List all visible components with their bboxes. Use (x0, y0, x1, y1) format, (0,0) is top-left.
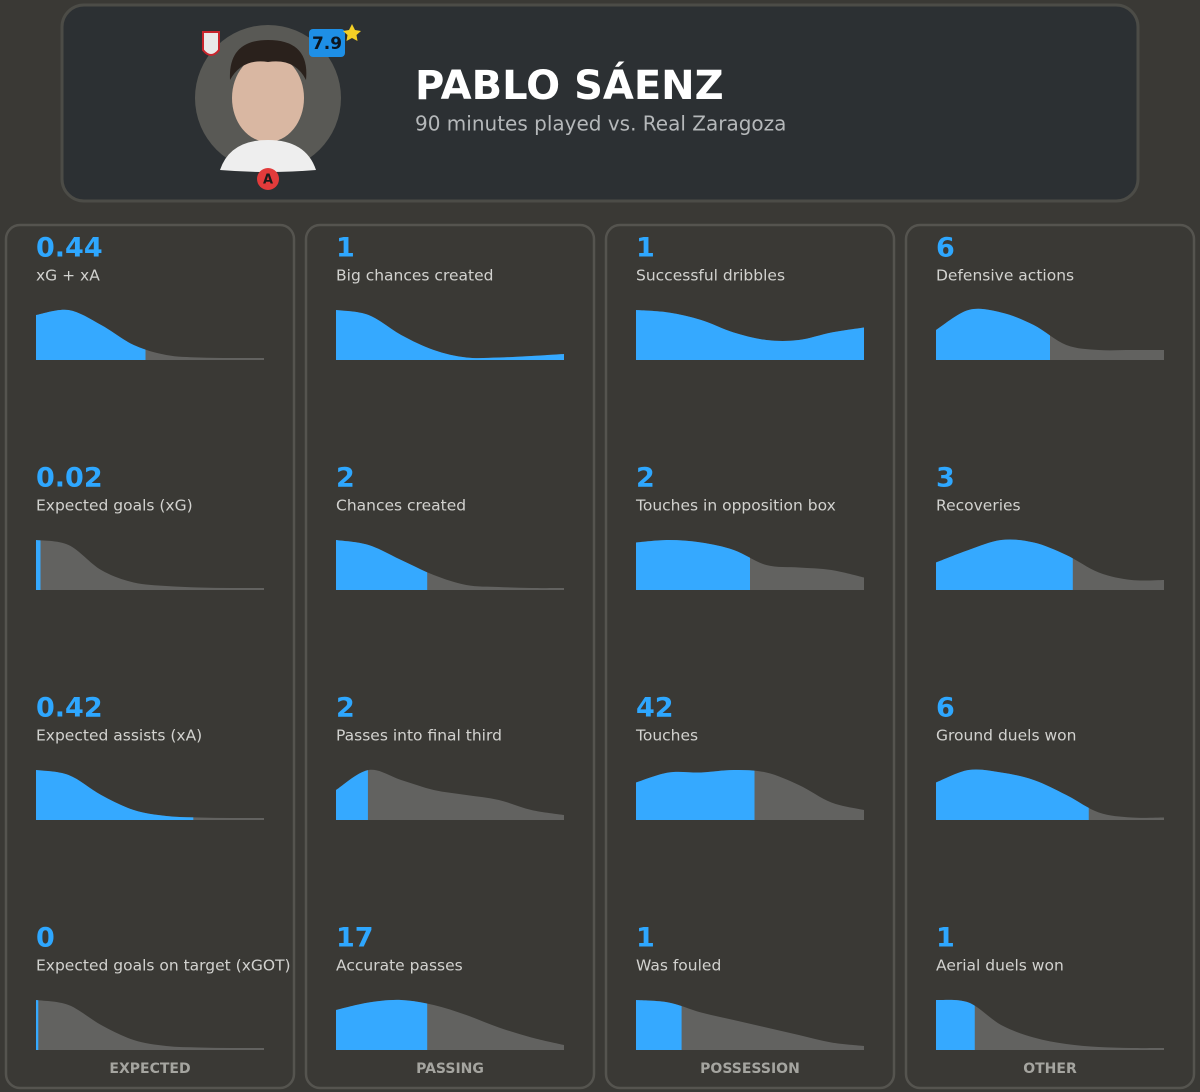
stat-value: 0.02 (36, 463, 103, 494)
column-title: OTHER (1023, 1061, 1077, 1077)
stat-value: 6 (936, 693, 955, 724)
column-card (4, 223, 296, 1090)
distribution-curve (36, 540, 264, 590)
stat-value: 6 (936, 233, 955, 264)
stat-label: Expected assists (xA) (36, 727, 202, 745)
percentile-fill (636, 310, 864, 360)
stat-label: Was fouled (636, 957, 721, 975)
percentile-fill (336, 770, 368, 820)
percentile-fill (936, 539, 1073, 590)
stat-label: Ground duels won (936, 727, 1076, 745)
stat-value: 1 (336, 233, 355, 264)
stat-value: 1 (636, 233, 655, 264)
player-name: PABLO SÁENZ (415, 61, 724, 109)
stat-value: 0 (36, 923, 55, 954)
column-card (904, 223, 1196, 1090)
stat-label: Defensive actions (936, 267, 1074, 285)
club-crest (202, 31, 220, 56)
percentile-fill (36, 1000, 39, 1050)
percentile-fill (636, 540, 750, 590)
percentile-fill (936, 769, 1089, 820)
stat-label: Touches (635, 727, 698, 745)
percentile-fill (936, 308, 1050, 360)
stat-value: 3 (936, 463, 955, 494)
percentile-fill (336, 310, 564, 360)
stat-value: 2 (336, 463, 355, 494)
shirt (220, 140, 316, 172)
hair (229, 40, 307, 80)
stat-label: Accurate passes (336, 957, 463, 975)
stat-label: Passes into final third (336, 727, 502, 745)
stat-value: 1 (636, 923, 655, 954)
column-title: EXPECTED (109, 1061, 190, 1077)
column-title: PASSING (416, 1061, 484, 1077)
stat-label: xG + xA (36, 267, 100, 285)
distribution-curve (936, 999, 1164, 1050)
stat-value: 17 (336, 923, 374, 954)
stat-value: 42 (636, 693, 674, 724)
stat-label: Recoveries (936, 497, 1021, 515)
column-card (304, 223, 596, 1090)
percentile-fill (936, 999, 975, 1050)
match-subtitle: 90 minutes played vs. Real Zaragoza (415, 112, 786, 136)
distribution-curve (636, 1000, 864, 1050)
stat-label: Expected goals on target (xGOT) (36, 957, 291, 975)
captain-label: A (263, 173, 273, 188)
stat-label: Big chances created (336, 267, 493, 285)
percentile-fill (636, 770, 755, 820)
column-card (604, 223, 896, 1090)
distribution-curve (36, 1000, 264, 1050)
stat-label: Chances created (336, 497, 466, 515)
stat-value: 2 (336, 693, 355, 724)
percentile-fill (336, 999, 428, 1050)
percentile-fill (36, 770, 194, 820)
rating-box (309, 29, 345, 57)
stat-value: 1 (936, 923, 955, 954)
rating: 7.9 (312, 34, 342, 54)
stat-value: 0.42 (36, 693, 103, 724)
stat-value: 0.44 (36, 233, 103, 264)
percentile-fill (636, 1000, 682, 1050)
stat-label: Expected goals (xG) (36, 497, 193, 515)
column-title: POSSESSION (700, 1061, 800, 1077)
stat-label: Aerial duels won (936, 957, 1064, 975)
captain-badge (257, 168, 279, 190)
face (232, 54, 304, 142)
stat-label: Touches in opposition box (635, 497, 836, 515)
distribution-curve (336, 769, 564, 820)
stat-value: 2 (636, 463, 655, 494)
stat-label: Successful dribbles (636, 267, 785, 285)
star-icon (343, 24, 361, 41)
percentile-fill (36, 540, 41, 590)
percentile-fill (336, 540, 428, 590)
percentile-fill (36, 309, 146, 360)
